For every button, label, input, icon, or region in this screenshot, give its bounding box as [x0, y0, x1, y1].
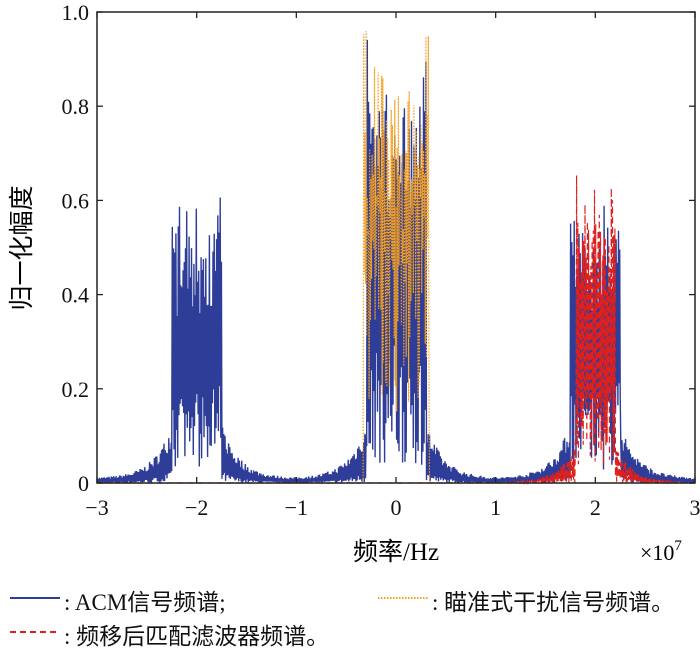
y-tick-label: 0 [78, 471, 89, 496]
y-tick-label: 0.2 [62, 377, 90, 402]
y-axis-label: 归一化幅度 [8, 185, 36, 310]
y-tick-label: 1.0 [62, 0, 90, 25]
x-axis-label: 频率/Hz [353, 538, 439, 566]
x-tick-label: −3 [85, 495, 108, 520]
y-tick-label: 0.4 [62, 283, 90, 308]
x-tick-label: −2 [185, 495, 208, 520]
x-tick-label: 0 [391, 495, 402, 520]
legend-entry-filter: : 频移后匹配滤波器频谱。 [64, 624, 330, 649]
x-tick-label: 3 [690, 495, 700, 520]
y-tick-label: 0.6 [62, 188, 90, 213]
x-tick-label: 1 [490, 495, 501, 520]
plot-area [96, 31, 696, 486]
legend-entry-acm: : ACM信号频谱; [64, 590, 226, 615]
y-tick-label: 0.8 [62, 94, 90, 119]
series-line-2 [97, 175, 695, 486]
x-tick-label: −1 [285, 495, 308, 520]
legend-entry-jammer: : 瞄准式干扰信号频谱。 [432, 590, 675, 615]
x-tick-label: 2 [590, 495, 601, 520]
x-multiplier: ×107 [640, 538, 682, 565]
